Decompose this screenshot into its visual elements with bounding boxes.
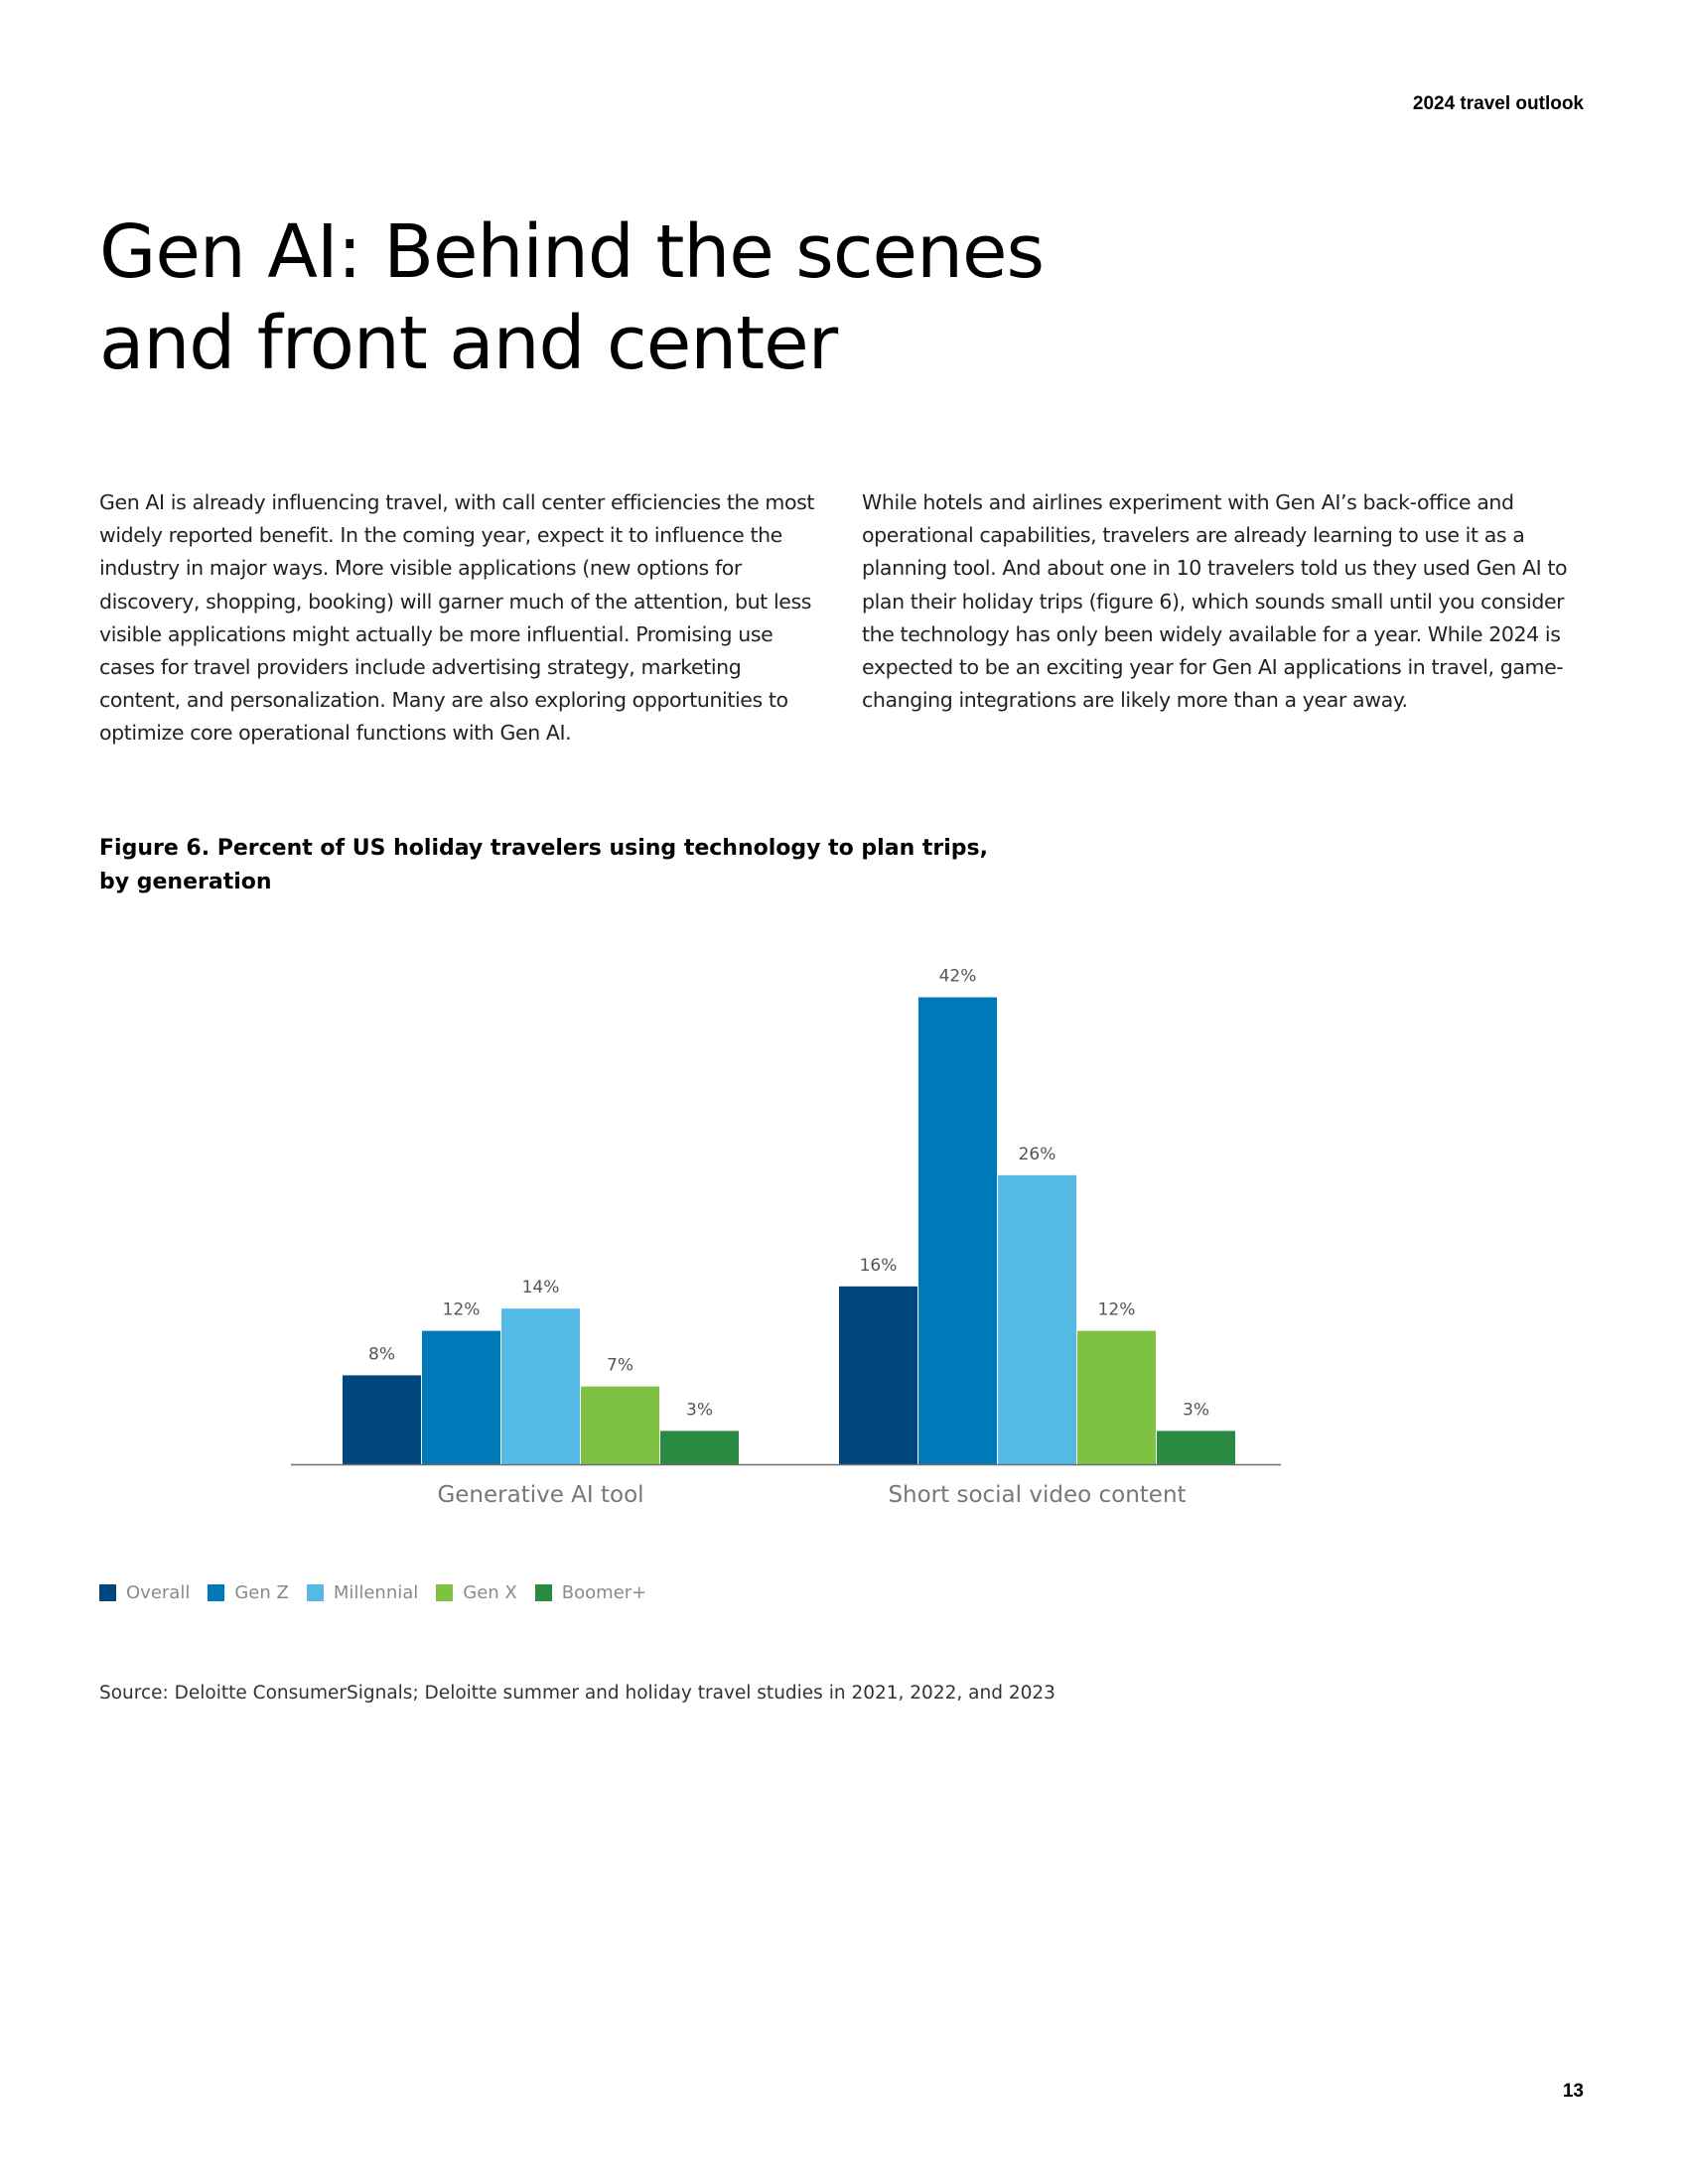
bar-gen-x-2 [1077,1330,1156,1464]
legend-label: Overall [126,1582,191,1603]
legend-swatch [99,1584,116,1601]
legend-label: Boomer+ [561,1582,647,1603]
body-paragraph-left: Gen AI is already influencing travel, wi… [99,490,815,746]
chart-legend: Overall Gen Z Millennial Gen X Boomer+ [99,1582,664,1603]
data-label: 14% [522,1278,560,1297]
data-label: 16% [860,1256,898,1276]
category-label: Short social video content [888,1482,1186,1508]
bar-boomer-1 [660,1431,739,1464]
page-title-line-2: and front and center [99,301,838,386]
page-title: Gen AI: Behind the scenes and front and … [99,206,1092,389]
body-paragraph-right: While hotels and airlines experiment wit… [862,490,1568,713]
figure-source: Source: Deloitte ConsumerSignals; Deloit… [99,1683,1055,1704]
legend-swatch [208,1584,225,1601]
data-label: 42% [939,967,977,987]
figure-title-line-2: by generation [99,870,272,894]
data-label: 26% [1019,1145,1056,1164]
bar-gen-z-1 [422,1330,500,1464]
bar-gen-x-1 [581,1386,659,1464]
legend-item: Gen X [436,1582,517,1603]
data-label: 12% [443,1300,481,1320]
bar-gen-z-2 [918,997,997,1464]
legend-swatch [534,1584,552,1601]
data-label: 3% [1183,1400,1209,1420]
bar-chart: 8% 12% 14% 7% 3% Generative AI tool 16% 42% 26% 1… [291,967,1281,1508]
data-label: 7% [607,1356,633,1376]
bar-overall-2 [839,1286,917,1464]
bar-boomer-2 [1157,1431,1235,1464]
figure-title: Figure 6. Percent of US holiday traveler… [99,832,993,899]
legend-item: Millennial [306,1582,419,1603]
data-label: 8% [368,1344,395,1364]
page-number: 13 [1562,2081,1584,2102]
legend-swatch [306,1584,324,1601]
bar-millennial-2 [998,1174,1076,1464]
data-label: 3% [686,1400,713,1420]
legend-item: Overall [99,1582,190,1603]
legend-swatch [436,1584,454,1601]
page-title-line-1: Gen AI: Behind the scenes [99,209,1045,295]
data-label: 12% [1098,1300,1136,1320]
category-label: Generative AI tool [437,1482,643,1508]
figure-title-line-1: Figure 6. Percent of US holiday traveler… [99,836,988,861]
legend-label: Millennial [333,1582,419,1603]
bar-millennial-1 [501,1308,580,1464]
legend-item: Gen Z [208,1582,289,1603]
legend-label: Gen X [463,1582,517,1603]
bar-overall-1 [343,1375,421,1464]
legend-item: Boomer+ [534,1582,647,1603]
running-header: 2024 travel outlook [1412,93,1584,114]
legend-label: Gen Z [234,1582,289,1603]
